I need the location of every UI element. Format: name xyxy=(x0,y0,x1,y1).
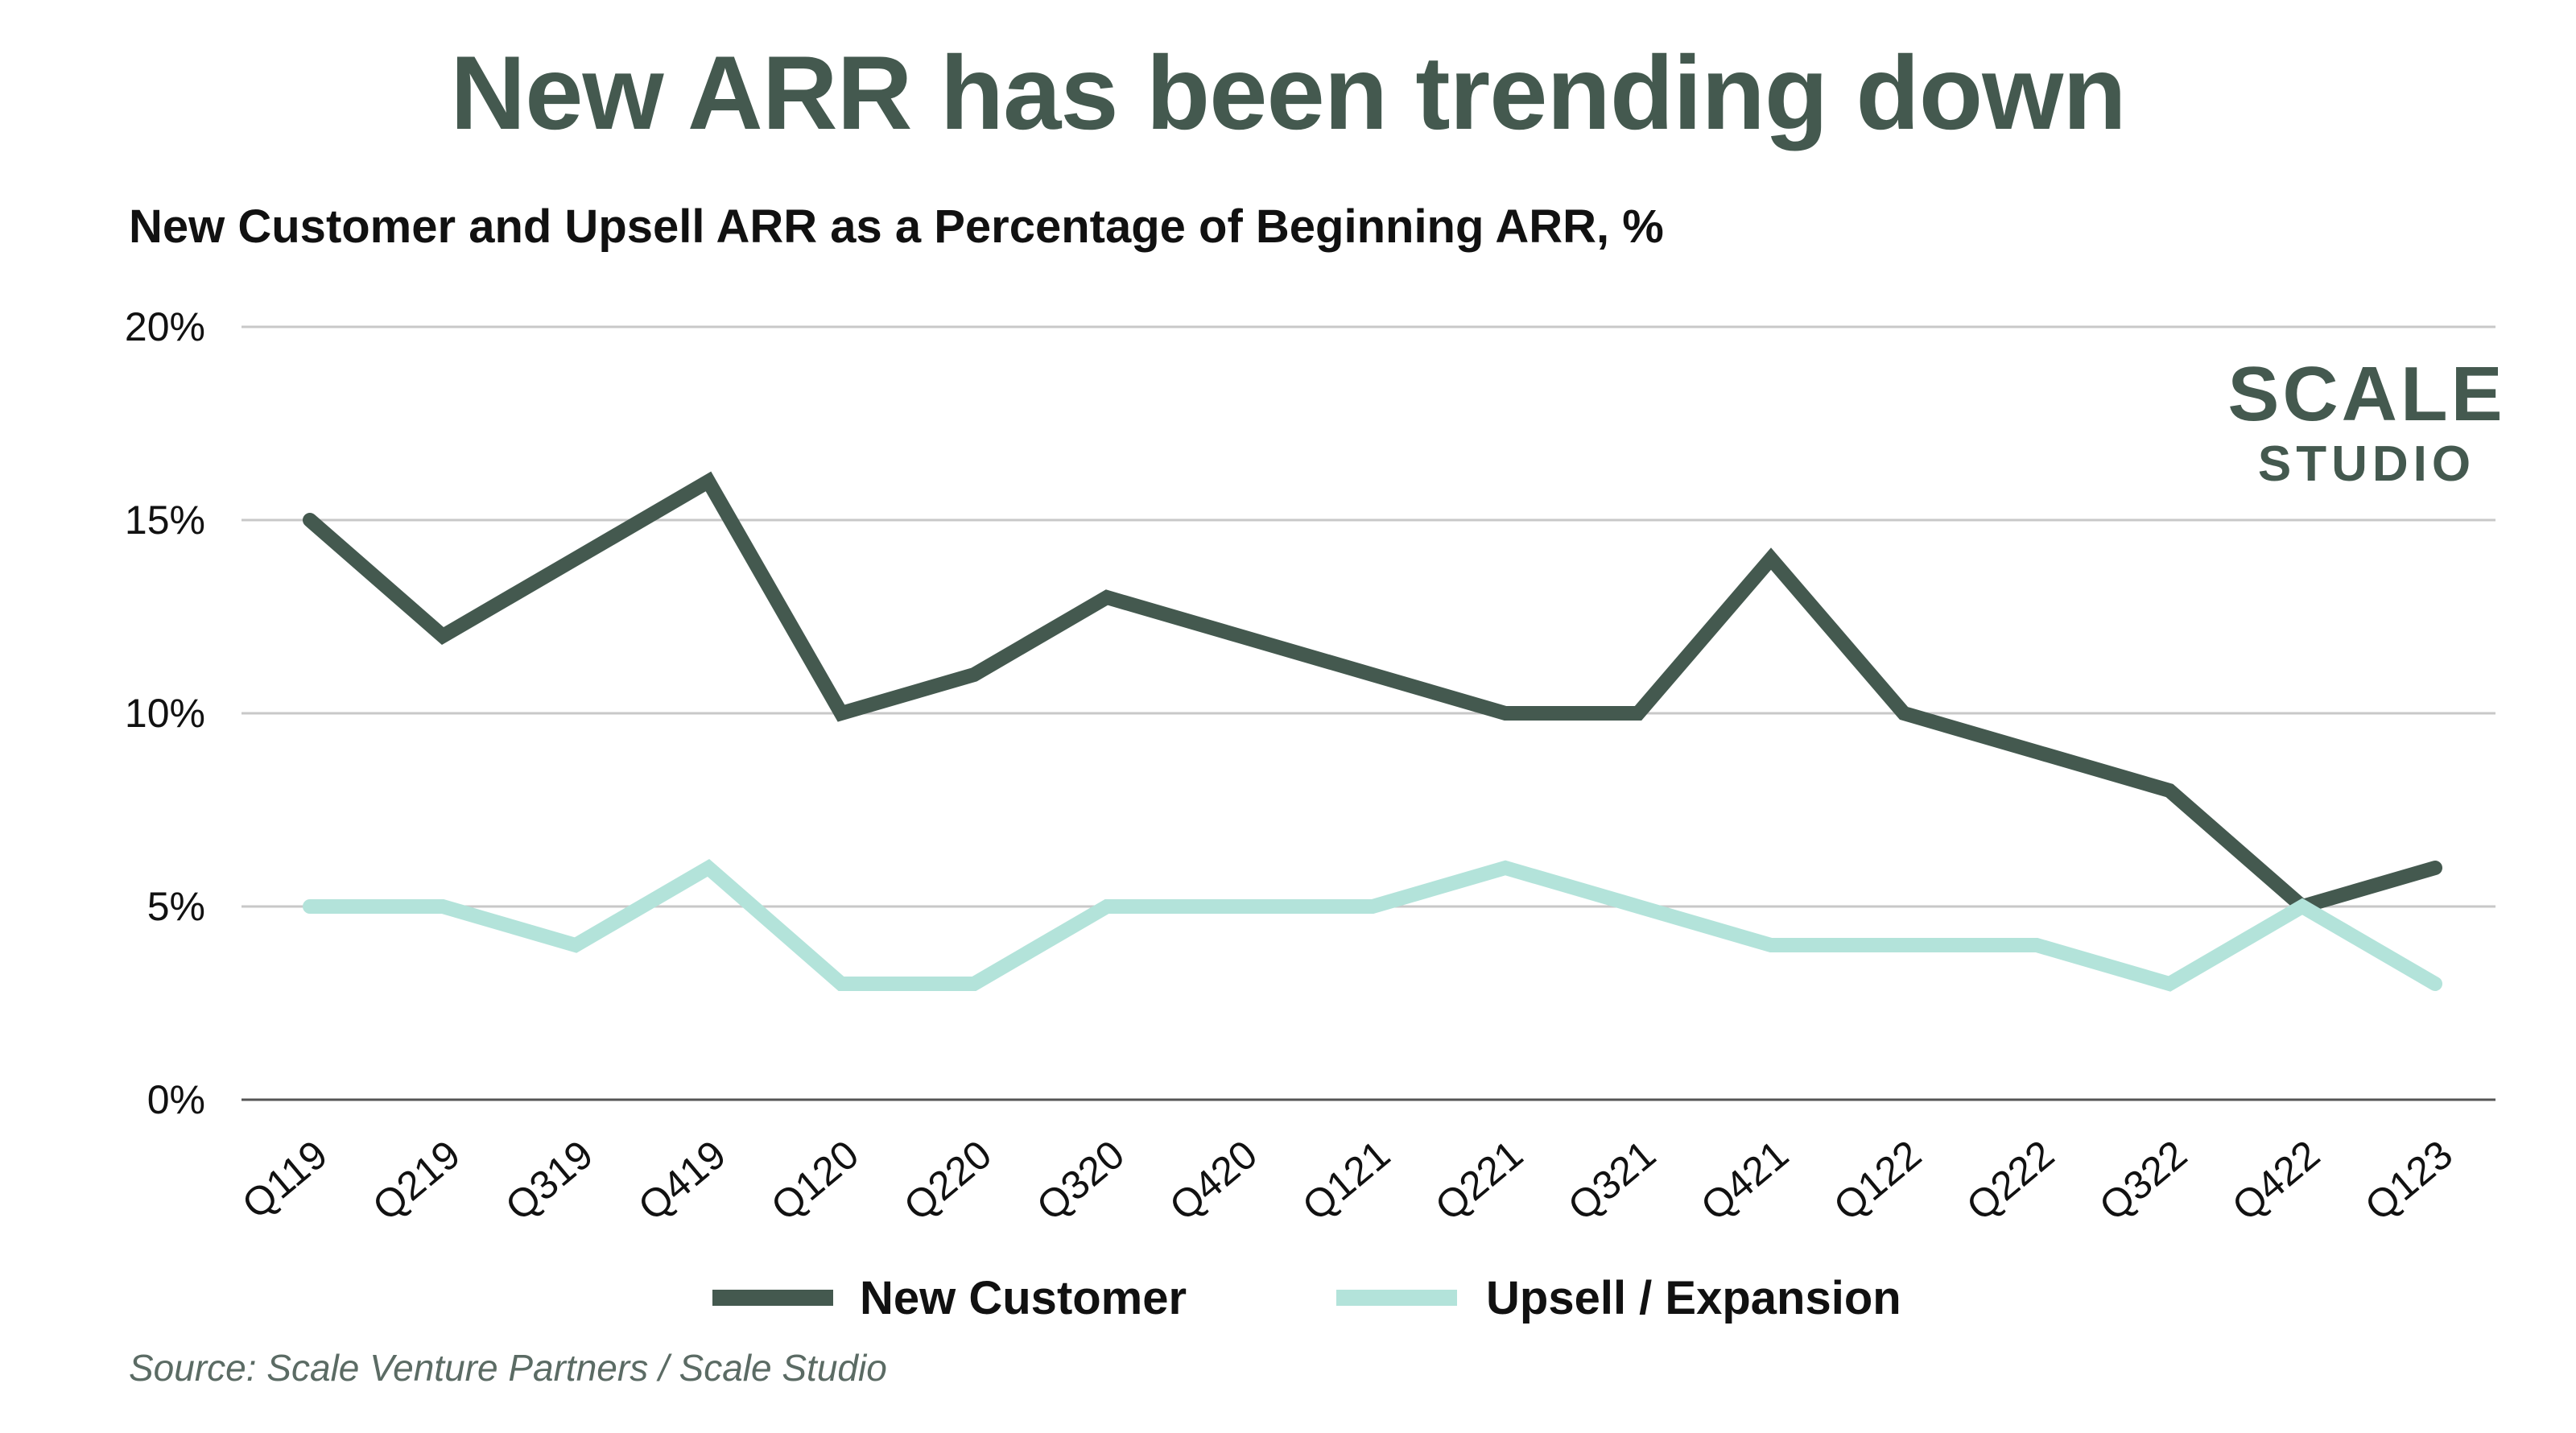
series-line-upsell-expansion xyxy=(303,858,2442,992)
data-point xyxy=(1903,712,1905,714)
y-axis-ticks: 0% 5% 10% 15% 20% xyxy=(125,304,205,1122)
data-point xyxy=(708,481,709,482)
logo-line-1: SCALE xyxy=(2227,351,2506,437)
x-tick-label: Q420 xyxy=(1161,1132,1265,1230)
data-point xyxy=(309,906,311,907)
data-point xyxy=(575,558,576,560)
x-tick-label: Q122 xyxy=(1825,1132,1930,1230)
x-tick-label: Q419 xyxy=(630,1132,734,1230)
legend: New Customer Upsell / Expansion xyxy=(712,1272,1901,1324)
data-point xyxy=(840,712,842,714)
data-point xyxy=(1106,906,1108,907)
x-tick-label: Q319 xyxy=(497,1132,601,1230)
data-point xyxy=(973,674,975,675)
x-tick-label: Q121 xyxy=(1294,1132,1398,1230)
y-tick-label: 0% xyxy=(147,1077,205,1122)
x-tick-label: Q222 xyxy=(1958,1132,2062,1230)
data-point xyxy=(1770,944,1772,946)
data-point xyxy=(1637,906,1639,907)
data-point xyxy=(2036,751,2037,753)
data-point xyxy=(2036,944,2037,946)
y-tick-label: 20% xyxy=(125,304,205,349)
scale-studio-logo: SCALE STUDIO xyxy=(2206,354,2528,494)
x-tick-label: Q220 xyxy=(895,1132,1000,1230)
data-point xyxy=(840,983,842,985)
y-tick-label: 15% xyxy=(125,498,205,543)
logo-line-2: STUDIO xyxy=(2257,436,2476,492)
legend-label: New Customer xyxy=(860,1272,1187,1324)
x-tick-label: Q120 xyxy=(762,1132,867,1230)
x-tick-label: Q322 xyxy=(2091,1132,2195,1230)
data-point xyxy=(2434,867,2436,869)
source-note: Source: Scale Venture Partners / Scale S… xyxy=(129,1347,887,1389)
data-point xyxy=(442,635,444,637)
data-point xyxy=(1106,597,1108,598)
data-point xyxy=(708,867,709,869)
data-point xyxy=(1239,906,1241,907)
data-point xyxy=(1637,712,1639,714)
y-tick-label: 5% xyxy=(147,884,205,929)
data-point xyxy=(973,983,975,985)
chart-title: New ARR has been trending down xyxy=(450,34,2126,151)
data-point xyxy=(1372,906,1373,907)
x-tick-label: Q321 xyxy=(1559,1132,1664,1230)
x-tick-label: Q320 xyxy=(1028,1132,1133,1230)
data-point xyxy=(1372,674,1373,675)
data-point xyxy=(1505,867,1506,869)
series-line-new-customer xyxy=(303,471,2442,915)
data-point xyxy=(2434,983,2436,985)
series-lines xyxy=(303,471,2442,992)
x-tick-label: Q422 xyxy=(2223,1132,2328,1230)
data-point xyxy=(1903,944,1905,946)
x-tick-label: Q123 xyxy=(2356,1132,2461,1230)
data-point xyxy=(2169,983,2170,985)
data-point xyxy=(2301,906,2303,907)
data-point xyxy=(575,944,576,946)
legend-label: Upsell / Expansion xyxy=(1486,1272,1901,1324)
data-point xyxy=(1770,558,1772,560)
y-tick-label: 10% xyxy=(125,691,205,736)
x-tick-label: Q221 xyxy=(1426,1132,1531,1230)
x-tick-label: Q219 xyxy=(364,1132,469,1230)
x-tick-label: Q119 xyxy=(233,1132,336,1228)
data-point xyxy=(2169,790,2170,791)
data-point xyxy=(442,906,444,907)
data-point xyxy=(1505,712,1506,714)
data-point xyxy=(309,519,311,521)
x-axis-ticks: Q119 Q219 Q319 Q419 Q120 Q220 Q320 Q420 Q121 Q221… xyxy=(233,1132,2461,1230)
x-tick-label: Q421 xyxy=(1692,1132,1797,1230)
data-point xyxy=(1239,635,1241,637)
chart-subtitle: New Customer and Upsell ARR as a Percent… xyxy=(129,200,1664,253)
